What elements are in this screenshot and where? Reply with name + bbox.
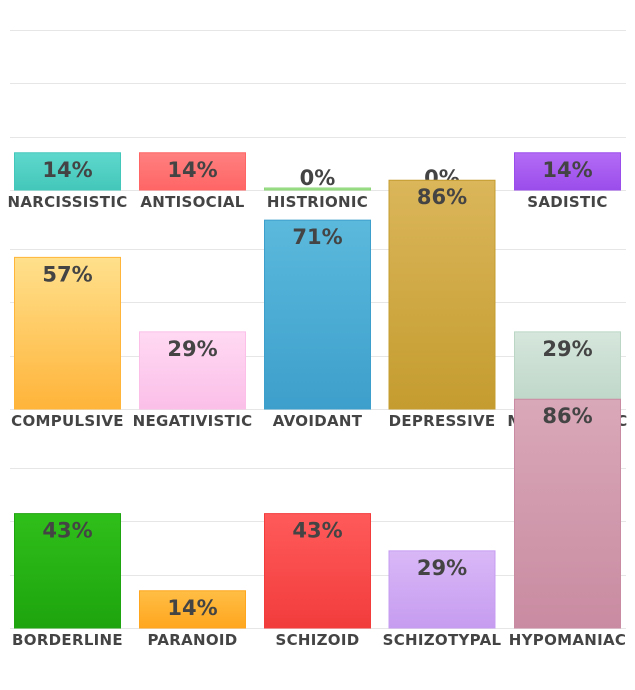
category-label-borderline: BORDERLINE	[12, 631, 123, 649]
bar-sadistic[interactable]	[514, 152, 621, 191]
category-label-schizotypal: SCHIZOTYPAL	[383, 631, 502, 649]
category-label-narcissistic: NARCISSISTIC	[7, 193, 127, 211]
category-label-histrionic: HISTRIONIC	[267, 193, 368, 211]
value-label-avoidant: 71%	[292, 225, 342, 249]
bar-antisocial[interactable]	[139, 152, 246, 191]
bar-negativistic[interactable]	[139, 331, 246, 410]
category-label-paranoid: PARANOID	[147, 631, 237, 649]
category-label-negativistic: NEGATIVISTIC	[133, 412, 253, 430]
bar-schizoid[interactable]	[264, 513, 371, 629]
value-label-negativistic: 29%	[167, 337, 217, 361]
category-label-avoidant: AVOIDANT	[273, 412, 363, 430]
bar-histrionic[interactable]	[264, 187, 371, 191]
value-label-borderline: 43%	[42, 519, 92, 543]
value-label-compulsive: 57%	[42, 262, 92, 286]
category-label-depressive: DEPRESSIVE	[389, 412, 496, 430]
value-label-histrionic: 0%	[300, 166, 336, 190]
bar-narcissistic[interactable]	[14, 152, 121, 191]
bar-schizotypal[interactable]	[388, 550, 496, 629]
value-label-narcissistic: 14%	[42, 158, 92, 182]
chart-panel-3: 43% BORDERLINE 14% PARANOID 43% SCHIZOID 29% SC…	[10, 398, 626, 649]
category-label-sadistic: SADISTIC	[527, 193, 607, 211]
value-label-hypomaniac: 86%	[542, 404, 592, 428]
value-label-masochistic: 29%	[542, 337, 592, 361]
value-label-schizotypal: 29%	[417, 556, 467, 580]
bar-depressive[interactable]	[388, 179, 496, 410]
category-label-antisocial: ANTISOCIAL	[140, 193, 244, 211]
bar-hypomaniac[interactable]	[514, 398, 621, 629]
category-label-compulsive: COMPULSIVE	[11, 412, 124, 430]
bar-masochistic[interactable]	[514, 331, 621, 410]
value-label-antisocial: 14%	[167, 158, 217, 182]
value-label-depressive: 86%	[417, 185, 467, 209]
bar-borderline[interactable]	[14, 513, 121, 629]
category-label-hypomaniac: HYPOMANIAC	[509, 631, 626, 649]
value-label-sadistic: 14%	[542, 158, 592, 182]
value-label-paranoid: 14%	[167, 596, 217, 620]
bar-compulsive[interactable]	[14, 256, 121, 410]
bar-paranoid[interactable]	[139, 590, 246, 629]
bar-avoidant[interactable]	[264, 219, 371, 410]
category-label-schizoid: SCHIZOID	[275, 631, 359, 649]
value-label-schizoid: 43%	[292, 519, 342, 543]
chart-panel-2: 57% COMPULSIVE 29% NEGATIVISTIC 71% AVOIDANT 8…	[10, 179, 627, 430]
chart-panel-1: 14% NARCISSISTIC 14% ANTISOCIAL 0% HISTRIONIC…	[7, 30, 626, 211]
